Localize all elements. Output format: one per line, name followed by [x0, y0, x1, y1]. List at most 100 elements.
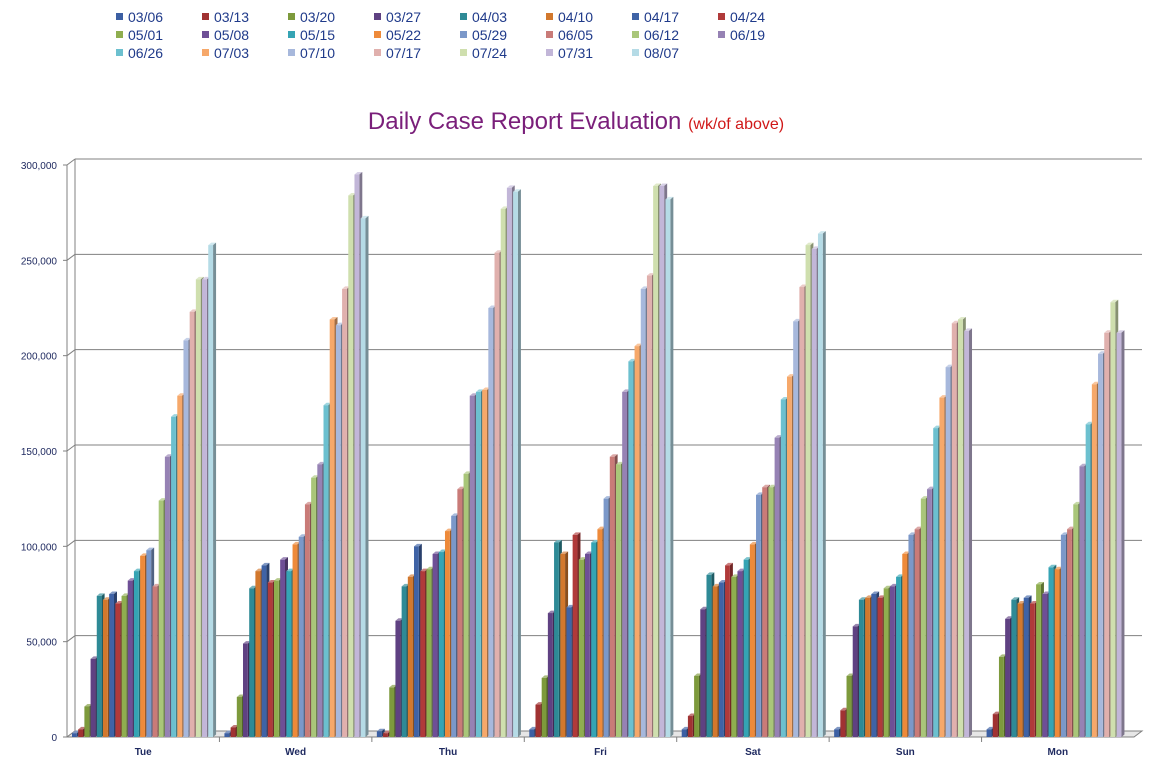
legend-item: 06/19	[718, 27, 765, 43]
bar	[964, 328, 973, 737]
bar	[513, 189, 521, 737]
legend-item: 07/03	[202, 45, 249, 61]
legend-swatch	[718, 31, 725, 38]
legend-item: 04/10	[546, 9, 593, 25]
legend-label: 07/03	[214, 45, 250, 61]
axis-labels: 0 50,000 100,000 150,000 200,000 250,000 300,0…	[21, 161, 1068, 758]
x-tick-label: Thu	[439, 747, 457, 758]
legend-swatch	[202, 49, 209, 56]
legend-label: 04/17	[644, 9, 680, 25]
x-tick-label: Sun	[896, 747, 915, 758]
bar	[665, 196, 674, 737]
legend-item: 08/07	[632, 45, 679, 61]
legend-item: 04/24	[718, 9, 765, 25]
x-tick-label: Sat	[745, 747, 761, 758]
x-tick-label: Fri	[594, 747, 607, 758]
legend-swatch	[202, 31, 209, 38]
gridline-depth	[66, 444, 76, 452]
legend-swatch	[202, 13, 209, 20]
bar	[817, 231, 826, 737]
legend-label: 04/10	[558, 9, 594, 25]
y-tick-label: 200,000	[21, 352, 58, 363]
legend-item: 03/20	[288, 9, 335, 25]
legend-item: 05/22	[374, 27, 421, 43]
legend-swatch	[460, 31, 467, 38]
legend-swatch	[632, 31, 639, 38]
chart-title-text: Daily Case Report Evaluation	[367, 108, 682, 135]
x-tick-label: Tue	[135, 747, 152, 758]
legend-swatch	[116, 13, 123, 20]
y-tick-label: 100,000	[21, 542, 58, 553]
legend-label: 06/05	[558, 27, 594, 43]
legend-label: 05/22	[386, 27, 422, 43]
legend-label: 08/07	[644, 45, 680, 61]
bar	[1116, 330, 1125, 737]
legend-label: 05/01	[128, 27, 164, 43]
y-tick-label: 150,000	[21, 447, 58, 458]
legend-label: 06/19	[730, 27, 766, 43]
legend-label: 06/12	[644, 27, 680, 43]
legend-label: 03/27	[386, 9, 422, 25]
gridline-depth	[66, 158, 76, 166]
legend-item: 03/06	[116, 9, 163, 25]
legend-item: 03/27	[374, 9, 421, 25]
legend-swatch	[374, 31, 381, 38]
gridline-depth	[66, 539, 76, 547]
legend-label: 03/13	[214, 9, 250, 25]
chart-title: Daily Case Report Evaluation (wk/of abov…	[0, 108, 1152, 136]
legend-label: 04/24	[730, 9, 766, 25]
y-tick-label: 0	[51, 733, 57, 744]
legend-swatch	[546, 13, 553, 20]
legend-swatch	[632, 13, 639, 20]
legend-swatch	[288, 31, 295, 38]
bar	[360, 215, 369, 738]
legend-item: 05/29	[460, 27, 507, 43]
legend-swatch	[718, 13, 725, 20]
bar	[208, 242, 217, 737]
legend-swatch	[632, 49, 639, 56]
legend-label: 03/06	[128, 9, 164, 25]
y-tick-label: 50,000	[26, 638, 57, 649]
y-tick-label: 300,000	[21, 161, 58, 172]
legend-label: 07/31	[558, 45, 594, 61]
legend-swatch	[374, 13, 381, 20]
legend-item: 06/05	[546, 27, 593, 43]
legend-item: 07/24	[460, 45, 507, 61]
legend-swatch	[116, 31, 123, 38]
legend-item: 05/01	[116, 27, 163, 43]
legend-item: 06/26	[116, 45, 163, 61]
legend-label: 07/17	[386, 45, 422, 61]
x-tick-label: Wed	[285, 747, 306, 758]
legend-swatch	[374, 49, 381, 56]
bars	[72, 172, 1125, 738]
legend-label: 05/29	[472, 27, 508, 43]
gridline-depth	[66, 253, 76, 261]
legend-swatch	[116, 49, 123, 56]
legend-swatch	[546, 31, 553, 38]
legend-swatch	[546, 49, 553, 56]
legend-item: 06/12	[632, 27, 679, 43]
legend-item: 07/10	[288, 45, 335, 61]
legend-item: 05/08	[202, 27, 249, 43]
legend-label: 07/10	[300, 45, 336, 61]
legend-item: 04/03	[460, 9, 507, 25]
legend-item: 03/13	[202, 9, 249, 25]
legend-item: 07/17	[374, 45, 421, 61]
legend-swatch	[460, 49, 467, 56]
legend-item: 04/17	[632, 9, 679, 25]
legend-label: 03/20	[300, 9, 336, 25]
chart-subtitle: (wk/of above)	[688, 116, 785, 133]
legend-label: 05/15	[300, 27, 336, 43]
legend-label: 04/03	[472, 9, 508, 25]
legend-item: 07/31	[546, 45, 593, 61]
legend-swatch	[288, 49, 295, 56]
x-tick-label: Mon	[1048, 747, 1069, 758]
legend-item: 05/15	[288, 27, 335, 43]
legend-label: 06/26	[128, 45, 164, 61]
legend-label: 05/08	[214, 27, 250, 43]
y-tick-label: 250,000	[21, 256, 58, 267]
legend-swatch	[288, 13, 295, 20]
gridline-depth	[66, 349, 76, 357]
gridline-depth	[66, 635, 76, 643]
